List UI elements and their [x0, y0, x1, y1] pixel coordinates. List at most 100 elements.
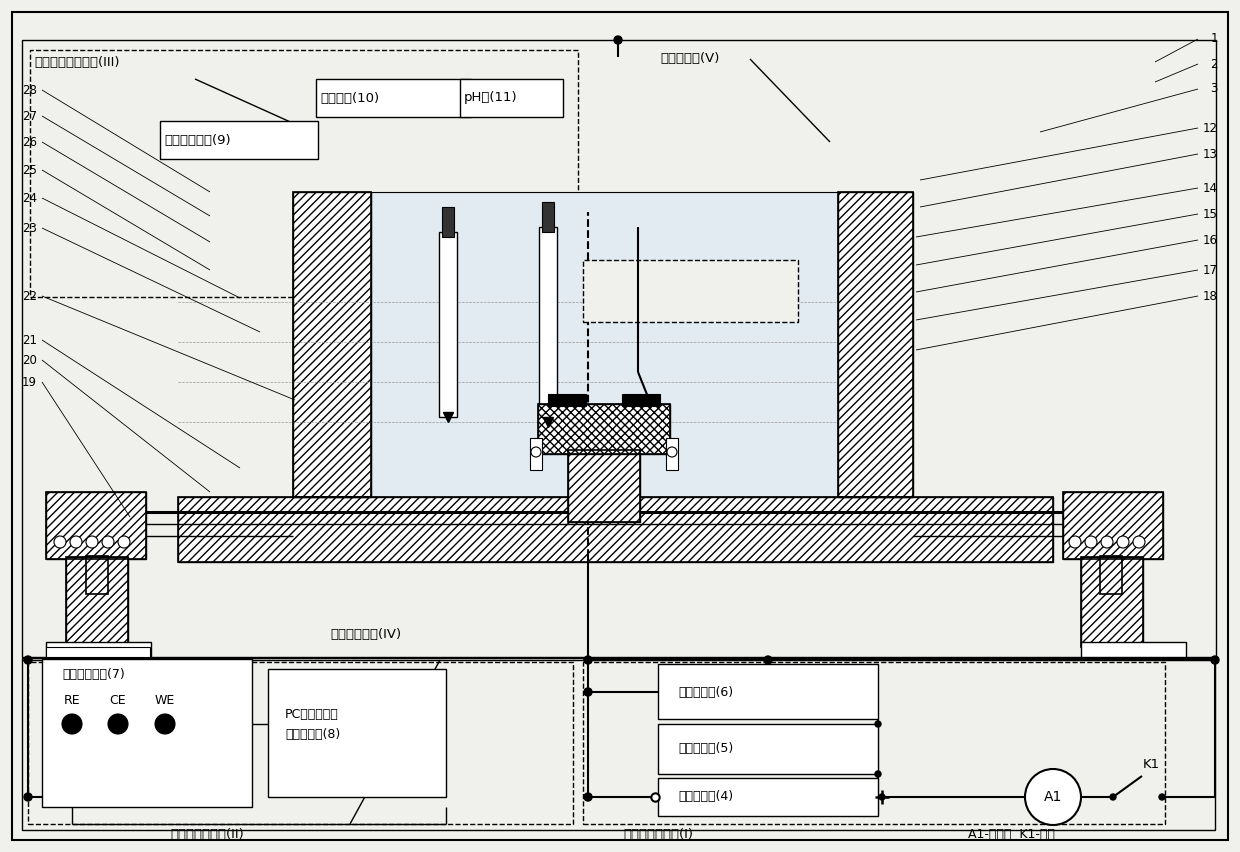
Text: 土壤模拟溶液(9): 土壤模拟溶液(9) — [164, 134, 231, 147]
Bar — [179, 497, 1053, 562]
Circle shape — [1211, 656, 1219, 664]
Circle shape — [55, 536, 66, 548]
Text: 电导率仪(10): 电导率仪(10) — [320, 91, 379, 105]
Bar — [46, 492, 146, 559]
Text: 电位显示仪(6): 电位显示仪(6) — [678, 686, 733, 699]
Bar — [22, 40, 1216, 657]
Bar — [583, 662, 1166, 824]
Circle shape — [69, 536, 82, 548]
Text: A1: A1 — [1044, 790, 1063, 804]
Bar — [86, 556, 108, 594]
Bar — [568, 450, 640, 522]
Circle shape — [614, 36, 622, 44]
Circle shape — [875, 771, 880, 777]
Text: 2: 2 — [1210, 57, 1218, 71]
Text: 电解池系统(V): 电解池系统(V) — [660, 53, 719, 66]
Bar — [1100, 556, 1122, 594]
Text: 电化学工作站(7): 电化学工作站(7) — [62, 667, 125, 681]
Bar — [293, 192, 371, 497]
Text: PC端数据采集: PC端数据采集 — [285, 707, 339, 721]
Bar — [371, 192, 838, 497]
Text: pH计(11): pH计(11) — [464, 91, 517, 105]
Bar — [460, 79, 563, 117]
Text: 16: 16 — [1203, 233, 1218, 246]
Circle shape — [1159, 794, 1166, 800]
Bar — [22, 658, 1215, 830]
Text: A1-电流表  K1-开关: A1-电流表 K1-开关 — [968, 827, 1055, 841]
Circle shape — [108, 714, 128, 734]
Bar — [1081, 557, 1143, 647]
Bar — [30, 50, 578, 297]
Bar — [529, 438, 542, 470]
Text: 试样夹持系统(IV): 试样夹持系统(IV) — [330, 629, 401, 642]
Bar — [1081, 557, 1143, 647]
Text: 电化学测试系统(II): 电化学测试系统(II) — [170, 827, 244, 841]
Bar — [622, 394, 660, 406]
Bar — [1063, 492, 1163, 559]
Bar — [46, 492, 146, 559]
Text: 13: 13 — [1203, 147, 1218, 160]
Circle shape — [24, 793, 32, 801]
Text: 14: 14 — [1203, 181, 1218, 194]
Bar — [160, 121, 317, 159]
Bar — [293, 192, 371, 497]
Bar — [268, 669, 446, 797]
Circle shape — [1101, 536, 1114, 548]
Text: WE: WE — [155, 694, 175, 706]
Text: 27: 27 — [22, 110, 37, 123]
Circle shape — [531, 447, 541, 457]
Text: 定时中断器(5): 定时中断器(5) — [678, 742, 733, 756]
Text: 20: 20 — [22, 354, 37, 366]
Bar — [548, 394, 587, 406]
Bar — [583, 260, 799, 322]
Text: 17: 17 — [1203, 263, 1218, 277]
Bar — [568, 450, 640, 522]
Text: 22: 22 — [22, 290, 37, 302]
Bar — [666, 438, 678, 470]
Text: 28: 28 — [22, 83, 37, 96]
Bar — [1063, 492, 1163, 559]
Bar — [658, 664, 878, 719]
Text: 土壤模拟溶液系统(III): 土壤模拟溶液系统(III) — [33, 55, 119, 68]
Text: 23: 23 — [22, 222, 37, 234]
Circle shape — [102, 536, 114, 548]
Circle shape — [764, 656, 773, 664]
Circle shape — [1085, 536, 1097, 548]
Circle shape — [1133, 536, 1145, 548]
Circle shape — [1117, 536, 1128, 548]
Bar — [838, 192, 913, 497]
Circle shape — [155, 714, 175, 734]
Bar — [1081, 642, 1185, 657]
Bar — [441, 207, 454, 237]
Bar — [658, 778, 878, 816]
Circle shape — [879, 794, 885, 800]
Polygon shape — [46, 647, 150, 657]
Bar — [538, 404, 670, 454]
Bar — [1100, 556, 1122, 594]
Bar — [542, 202, 554, 232]
Bar — [539, 227, 557, 422]
Bar — [29, 662, 573, 824]
Text: K1: K1 — [1143, 757, 1161, 770]
Text: CE: CE — [109, 694, 126, 706]
Text: 直流电加载系统(I): 直流电加载系统(I) — [622, 827, 693, 841]
Circle shape — [667, 447, 677, 457]
Bar — [86, 556, 108, 594]
Text: 12: 12 — [1203, 122, 1218, 135]
Bar — [46, 642, 151, 657]
Text: 3: 3 — [1210, 83, 1218, 95]
Bar — [838, 192, 913, 497]
Circle shape — [62, 714, 82, 734]
Circle shape — [1025, 769, 1081, 825]
Circle shape — [584, 793, 591, 801]
Bar — [316, 79, 471, 117]
Circle shape — [24, 656, 32, 664]
Circle shape — [875, 721, 880, 727]
Text: 24: 24 — [22, 192, 37, 204]
Text: 26: 26 — [22, 135, 37, 148]
Text: 21: 21 — [22, 333, 37, 347]
Circle shape — [1110, 794, 1116, 800]
Circle shape — [584, 656, 591, 664]
Circle shape — [86, 536, 98, 548]
Bar — [179, 497, 1053, 562]
